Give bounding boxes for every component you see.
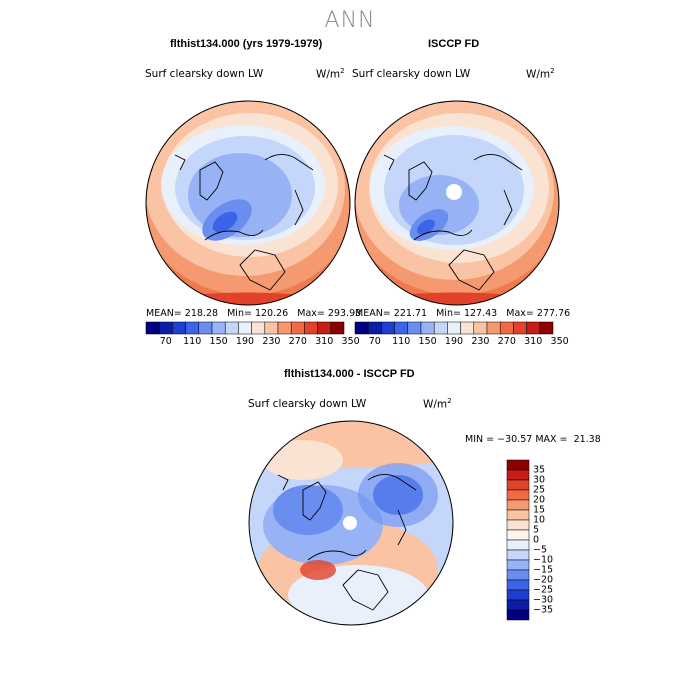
panel-2-colorbar-tick-label: 190 — [444, 336, 464, 347]
difference-colorbar — [506, 459, 530, 621]
difference-colorbar-tick-label: −20 — [533, 574, 554, 586]
difference-colorbar-swatch — [506, 589, 530, 601]
difference-colorbar-swatch — [506, 509, 530, 521]
difference-colorbar-tick-label: 0 — [533, 534, 540, 546]
panel-2-colorbar-swatch — [354, 321, 369, 335]
panel-1-colorbar-tick-label: 110 — [183, 336, 202, 347]
panel-1-colorbar-tick-label: 150 — [209, 336, 228, 347]
difference-colorbar-swatch — [506, 499, 530, 511]
panel-2-colorbar-tick-label: 70 — [368, 336, 381, 347]
panel-1-colorbar-swatch — [304, 321, 318, 335]
panel-2-colorbar-tick-label: 310 — [524, 336, 543, 347]
difference-colorbar-tick-label: 15 — [533, 504, 546, 516]
panel-1-colorbar-swatch — [158, 321, 173, 335]
panel-1-colorbar-swatch — [185, 321, 200, 335]
panel-2-stats: MEAN= 221.71 Min= 127.43 Max= 277.76 — [355, 308, 571, 319]
panel-2-colorbar-swatch — [381, 321, 395, 335]
panel-1-title: flthist134.000 (yrs 1979-1979) — [170, 38, 323, 50]
difference-colorbar-tick-label: −25 — [533, 584, 554, 596]
difference-colorbar-tick-label: −10 — [533, 554, 554, 566]
panel-2-colorbar-tick-label: 150 — [418, 336, 437, 347]
difference-units: W/m2 — [423, 397, 452, 411]
panel-2-colorbar-swatch — [420, 321, 435, 335]
panel-2-colorbar-swatch — [539, 321, 554, 335]
panel-2-colorbar-swatch — [526, 321, 541, 335]
difference-colorbar-swatch — [506, 539, 530, 551]
panel-1-colorbar-swatch — [251, 321, 266, 335]
panel-1-colorbar-swatch — [317, 321, 332, 335]
difference-colorbar-tick-label: −15 — [533, 564, 554, 576]
panel-1-stats: MEAN= 218.28 Min= 120.26 Max= 293.93 — [146, 308, 362, 319]
difference-minmax: MIN = −30.57 MAX = 21.38 — [465, 434, 601, 445]
difference-colorbar-tick-label: −30 — [533, 594, 554, 606]
panel-2-colorbar-ticks: 70 110 150 190 230 270 310 350 — [355, 336, 569, 348]
panel-1-colorbar-ticks: 70 110 150 190 230 270 310 350 — [146, 336, 360, 348]
difference-colorbar-swatch — [506, 599, 530, 611]
panel-2-colorbar-swatch — [407, 321, 422, 335]
difference-colorbar-tick-label: −5 — [533, 544, 548, 556]
panel-1-colorbar-swatch — [198, 321, 213, 335]
panel-2-colorbar-tick-label: 350 — [550, 336, 569, 347]
difference-colorbar-swatch — [506, 549, 530, 561]
panel-1-colorbar-swatch — [172, 321, 186, 335]
difference-colorbar-ticks: 35 30 25 20 15 10 5 0 −5 −10 −15 −20 −25 −30 −35 — [533, 460, 573, 620]
panel-1-colorbar-swatch — [277, 321, 292, 335]
panel-1-colorbar-tick-label: 230 — [262, 336, 281, 347]
panel-1-colorbar-swatch — [290, 321, 305, 335]
panel-2-units: W/m2 — [526, 67, 555, 81]
panel-1-colorbar-tick-label: 70 — [159, 336, 172, 347]
panel-1-colorbar-swatch — [145, 321, 160, 335]
panel-2-variable: Surf clearsky down LW — [352, 68, 471, 80]
difference-polar-map — [248, 420, 454, 626]
panel-2-colorbar-swatch — [499, 321, 514, 335]
panel-1-colorbar-tick-label: 190 — [235, 336, 255, 347]
difference-colorbar-swatch — [506, 559, 530, 571]
difference-colorbar-tick-label: −35 — [533, 604, 554, 616]
panel-2-colorbar-swatch — [513, 321, 527, 335]
panel-2-colorbar-swatch — [394, 321, 409, 335]
panel-2-colorbar-tick-label: 270 — [497, 336, 516, 347]
difference-colorbar-tick-label: 30 — [533, 474, 546, 486]
difference-colorbar-swatch — [506, 519, 530, 531]
difference-colorbar-tick-label: 25 — [533, 484, 546, 496]
panel-2-colorbar-swatch — [433, 321, 448, 335]
panel-2-colorbar-swatch — [367, 321, 382, 335]
figure-title: ANN — [324, 8, 376, 33]
panel-1-colorbar-tick-label: 270 — [288, 336, 307, 347]
difference-colorbar-swatch — [506, 479, 530, 491]
panel-1-colorbar-swatch — [264, 321, 279, 335]
difference-colorbar-tick-label: 10 — [533, 514, 546, 526]
difference-colorbar-swatch — [506, 469, 530, 481]
difference-variable: Surf clearsky down LW — [248, 398, 367, 410]
panel-2-title: ISCCP FD — [428, 38, 480, 50]
difference-colorbar-swatch — [506, 569, 530, 581]
panel-1-variable: Surf clearsky down LW — [145, 68, 264, 80]
difference-colorbar-swatch — [506, 579, 530, 591]
panel-1-units: W/m2 — [316, 67, 345, 81]
panel-2-colorbar-swatch — [460, 321, 475, 335]
panel-1-colorbar-tick-label: 350 — [341, 336, 360, 347]
panel-2-colorbar — [354, 321, 554, 335]
difference-colorbar-swatch — [506, 489, 530, 501]
difference-colorbar-tick-label: 20 — [533, 494, 546, 506]
panel-1-colorbar-swatch — [224, 321, 239, 335]
panel-2-colorbar-swatch — [486, 321, 501, 335]
panel-1-polar-map — [145, 100, 351, 306]
panel-1-colorbar-swatch — [238, 321, 252, 335]
difference-colorbar-swatch — [506, 459, 530, 471]
panel-2-polar-map — [354, 100, 560, 306]
difference-colorbar-swatch — [506, 609, 530, 621]
panel-1-colorbar-tick-label: 310 — [315, 336, 334, 347]
difference-colorbar-tick-label: 5 — [533, 524, 540, 536]
difference-colorbar-swatch — [506, 529, 530, 541]
difference-title: flthist134.000 - ISCCP FD — [284, 368, 415, 380]
panel-2-colorbar-swatch — [473, 321, 488, 335]
panel-1-colorbar-swatch — [330, 321, 345, 335]
panel-1-colorbar — [145, 321, 345, 335]
difference-colorbar-tick-label: 35 — [533, 464, 546, 476]
panel-2-colorbar-swatch — [447, 321, 461, 335]
panel-2-colorbar-tick-label: 110 — [392, 336, 411, 347]
panel-1-colorbar-swatch — [211, 321, 226, 335]
panel-2-colorbar-tick-label: 230 — [471, 336, 490, 347]
